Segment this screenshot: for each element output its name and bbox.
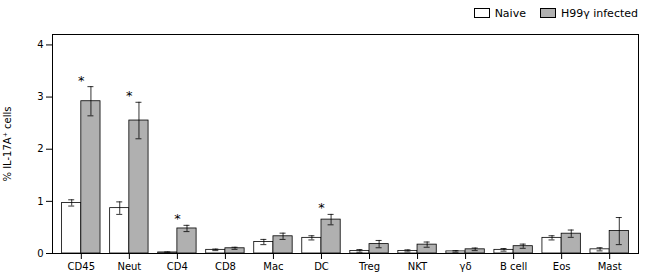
svg-text:*: * [78, 73, 85, 88]
svg-text:NKT: NKT [408, 261, 428, 272]
svg-text:CD4: CD4 [167, 261, 188, 272]
html-text:H99γ infected: H99γ infected [560, 6, 638, 20]
svg-text:γδ: γδ [460, 261, 472, 272]
svg-text:*: * [126, 88, 133, 103]
svg-text:Mac: Mac [263, 261, 283, 272]
svg-text:*: * [318, 200, 325, 215]
svg-text:2: 2 [37, 143, 43, 154]
svg-text:% IL-17A⁺ cells: % IL-17A⁺ cells [2, 106, 13, 181]
svg-text:3: 3 [37, 91, 43, 102]
svg-text:CD45: CD45 [68, 261, 95, 272]
svg-text:4: 4 [37, 39, 43, 50]
svg-text:0: 0 [37, 248, 43, 259]
svg-text:Mast: Mast [598, 261, 622, 272]
svg-text:1: 1 [37, 196, 43, 207]
svg-text:B cell: B cell [500, 261, 527, 272]
svg-text:CD8: CD8 [215, 261, 236, 272]
svg-text:Neut: Neut [117, 261, 141, 272]
html-text:Naive: Naive [494, 6, 526, 20]
svg-text:*: * [174, 211, 181, 226]
svg-text:Treg: Treg [358, 261, 380, 272]
svg-text:Eos: Eos [553, 261, 571, 272]
svg-text:DC: DC [314, 261, 329, 272]
